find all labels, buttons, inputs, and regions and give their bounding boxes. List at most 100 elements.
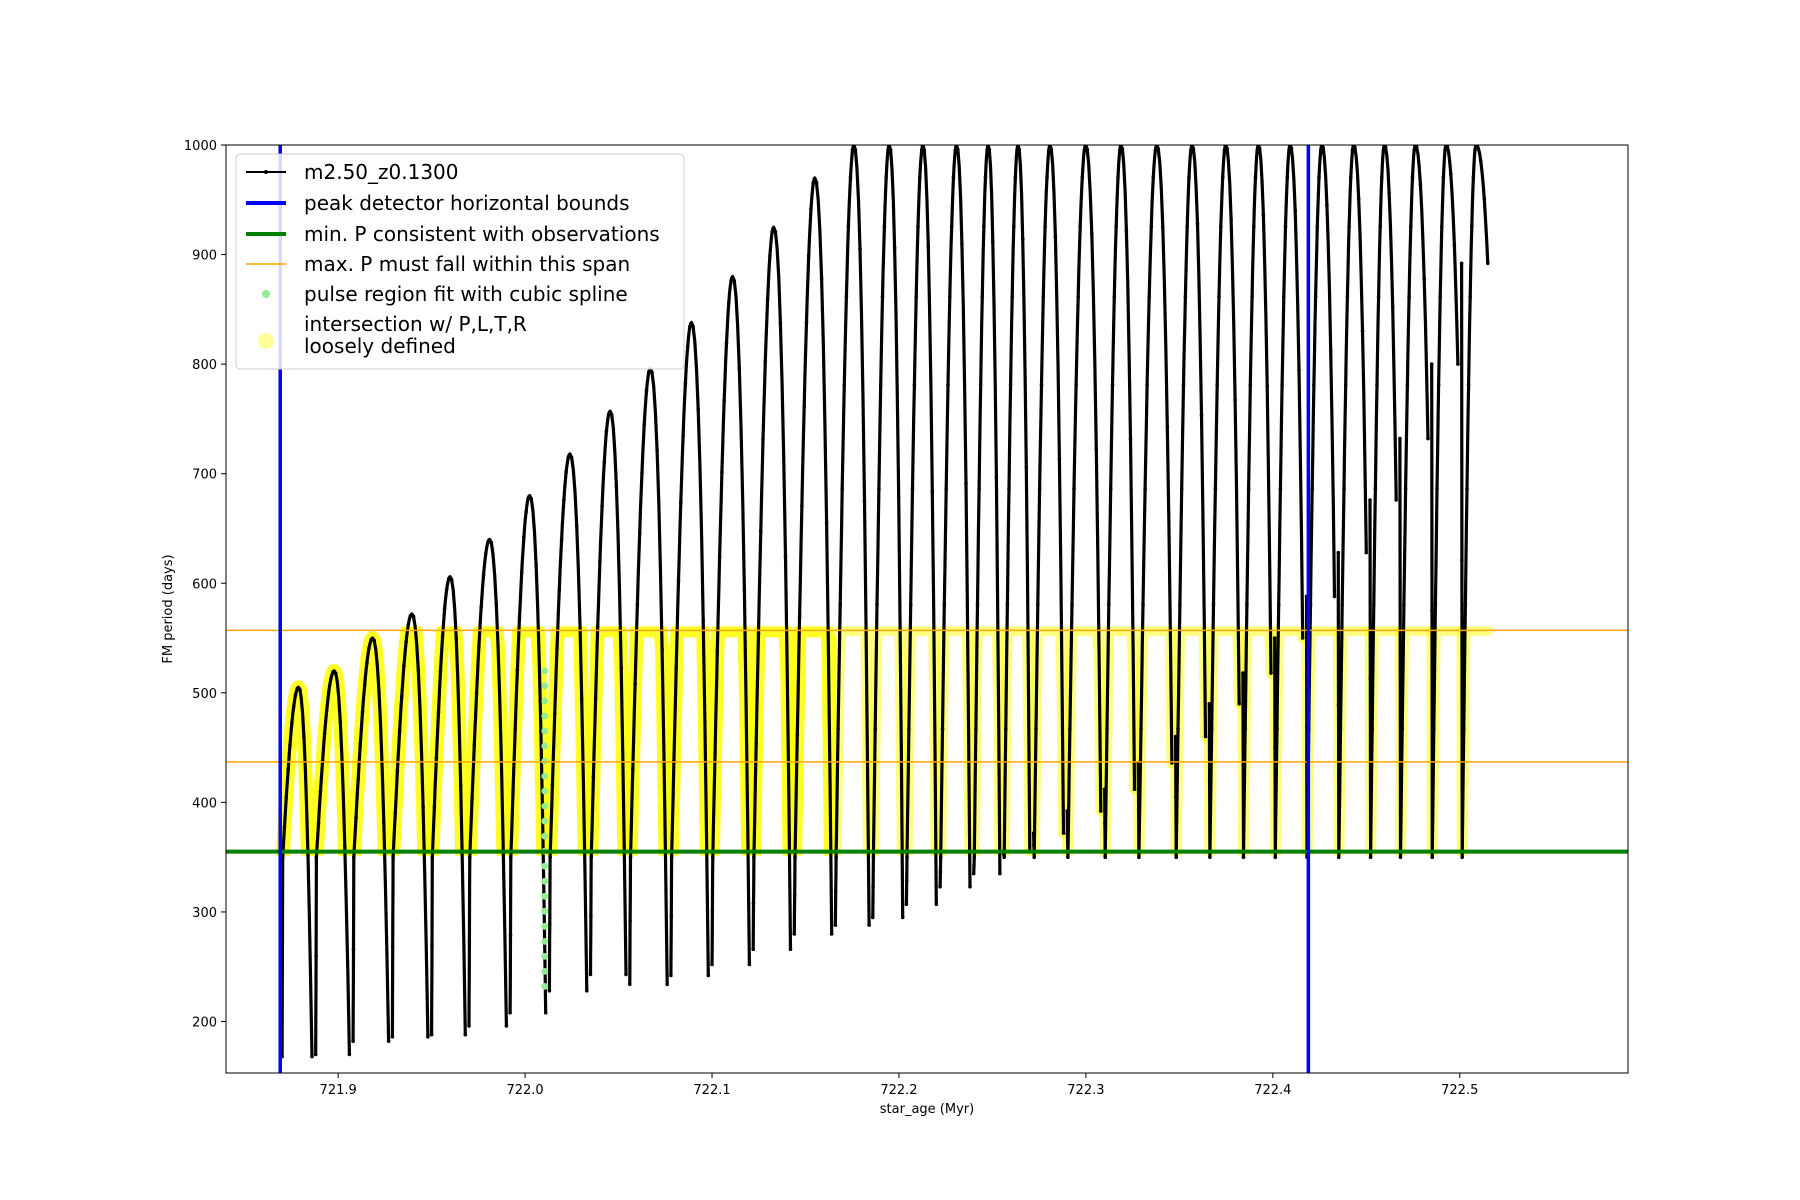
series-marker (1337, 855, 1341, 859)
series-marker (737, 366, 742, 370)
series-marker (904, 878, 909, 883)
series-marker (1237, 702, 1241, 706)
series-marker (406, 623, 411, 627)
series-marker (751, 947, 755, 951)
series-marker (548, 922, 552, 926)
series-marker (1443, 148, 1447, 152)
series-marker (1356, 197, 1361, 202)
series-marker (650, 370, 654, 375)
series-marker (559, 538, 564, 542)
series-marker (1317, 175, 1321, 179)
series-marker (878, 383, 883, 387)
series-marker (1340, 602, 1344, 607)
series-marker (833, 923, 838, 927)
series-marker (1002, 855, 1006, 859)
series-marker (637, 531, 642, 535)
series-marker (351, 947, 356, 951)
series-marker (1225, 146, 1229, 151)
series-marker (1233, 398, 1237, 402)
series-marker (1043, 224, 1047, 229)
series-marker (333, 671, 338, 676)
series-marker (701, 618, 705, 623)
series-marker (1246, 486, 1251, 491)
series-marker (980, 294, 985, 299)
series-marker (846, 224, 851, 229)
series-marker (1034, 727, 1038, 731)
series-marker (896, 495, 901, 500)
series-marker (1220, 175, 1225, 179)
series-marker (683, 381, 688, 386)
series-marker (1241, 855, 1246, 859)
series-marker (470, 798, 474, 802)
series-marker (1143, 486, 1147, 491)
series-marker (526, 496, 530, 501)
series-marker (640, 470, 644, 475)
series-marker (524, 510, 528, 514)
series-marker (515, 668, 520, 672)
series-marker (522, 535, 526, 539)
series-marker (1068, 727, 1072, 731)
series-marker (574, 523, 579, 528)
series-marker (1441, 175, 1446, 179)
series-marker (1252, 224, 1256, 229)
series-marker (713, 750, 717, 755)
series-marker (1153, 148, 1158, 152)
y-tick-label: 200 (192, 1016, 217, 1031)
series-marker (858, 247, 862, 251)
legend-series-marker (264, 170, 268, 174)
series-marker (960, 242, 964, 246)
series-marker (557, 588, 562, 592)
series-marker (602, 460, 607, 465)
series-marker (942, 602, 947, 607)
series-marker (1269, 671, 1273, 675)
series-marker (1312, 383, 1316, 387)
series-marker (1394, 498, 1398, 502)
series-marker (806, 253, 811, 258)
series-marker (635, 602, 640, 607)
series-marker (660, 647, 664, 652)
series-marker (727, 301, 731, 305)
series-marker (566, 455, 571, 459)
series-marker (877, 486, 881, 491)
legend-label: m2.50_z0.1300 (304, 160, 459, 184)
series-marker (1215, 383, 1219, 387)
series-marker (1008, 383, 1013, 387)
series-marker (354, 815, 358, 820)
series-marker (1368, 855, 1373, 859)
series-marker (1422, 277, 1426, 281)
series-marker (1102, 787, 1107, 791)
series-marker (569, 455, 574, 460)
series-marker (468, 855, 472, 859)
series-marker (724, 341, 729, 345)
series-marker (351, 1039, 355, 1043)
series-marker (489, 540, 494, 545)
series-marker (390, 1035, 395, 1039)
series-marker (1145, 383, 1149, 387)
series-marker (773, 229, 778, 234)
series-marker (517, 615, 522, 620)
series-marker (550, 782, 555, 787)
series-marker (585, 989, 589, 993)
series-marker (1053, 234, 1058, 239)
series-marker (1429, 362, 1434, 366)
series-marker (1105, 727, 1109, 731)
series-marker (1478, 159, 1483, 163)
series-marker (711, 855, 715, 859)
series-marker (1082, 148, 1087, 152)
series-marker (850, 148, 855, 152)
series-marker (934, 902, 939, 907)
series-marker (555, 646, 559, 651)
series-marker (918, 175, 922, 179)
series-marker (1103, 821, 1107, 825)
series-marker (871, 915, 875, 920)
series-marker (369, 637, 374, 642)
legend-label: loosely defined (304, 334, 456, 358)
series-marker (1293, 208, 1297, 213)
series-marker (833, 889, 838, 893)
series-marker (322, 731, 327, 736)
spline-point (541, 968, 549, 975)
x-tick-label: 722.2 (880, 1083, 917, 1098)
spline-point (541, 817, 549, 825)
series-marker (1275, 727, 1279, 731)
series-marker (393, 811, 398, 816)
